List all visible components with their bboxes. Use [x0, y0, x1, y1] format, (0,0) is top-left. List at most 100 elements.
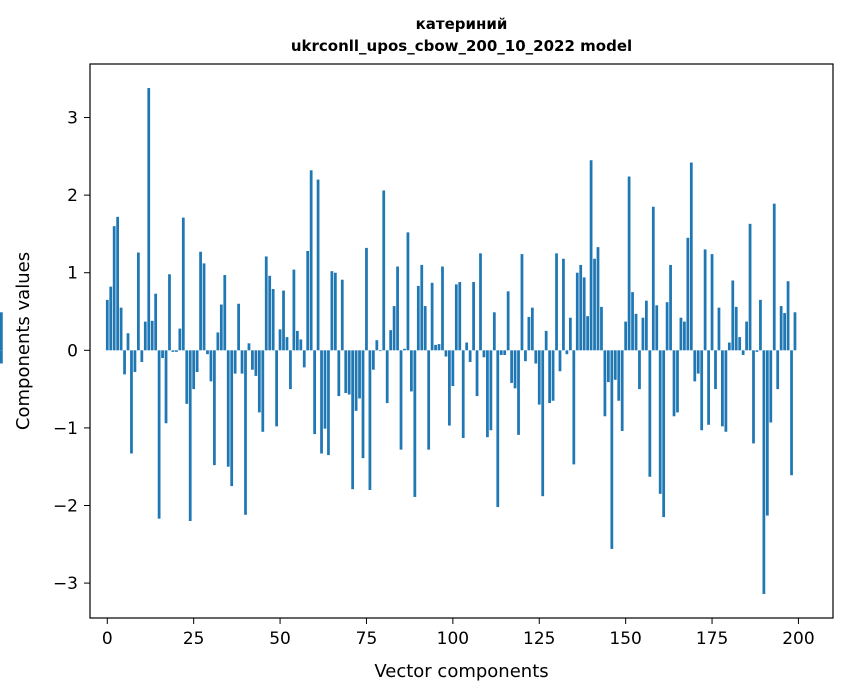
x-tick-label: 100 — [437, 629, 469, 649]
bar — [506, 291, 510, 351]
bar — [555, 253, 558, 351]
bar — [240, 350, 244, 374]
bar — [399, 350, 403, 450]
bar — [779, 306, 783, 351]
bar — [289, 350, 292, 390]
bar — [434, 344, 437, 351]
bar — [441, 266, 444, 351]
bar — [565, 350, 569, 355]
bar — [465, 342, 469, 351]
bar — [710, 254, 714, 351]
bar — [714, 350, 717, 390]
bar — [130, 350, 133, 454]
bar — [596, 247, 600, 351]
bar — [475, 350, 479, 397]
bar — [105, 299, 109, 351]
bar — [230, 350, 234, 487]
bar — [638, 350, 641, 390]
x-tick-label: 50 — [269, 629, 291, 649]
bar — [337, 350, 341, 397]
bar — [213, 350, 216, 466]
bar — [707, 350, 710, 425]
bar — [178, 328, 182, 351]
plot-frame — [89, 63, 834, 619]
bar — [299, 339, 303, 351]
bar — [444, 350, 448, 357]
bar — [406, 232, 410, 351]
bar — [244, 350, 247, 515]
bar — [738, 337, 742, 351]
bar — [658, 350, 662, 494]
bar — [586, 316, 590, 351]
bar — [354, 350, 358, 411]
bar — [264, 256, 268, 351]
bar — [416, 285, 420, 351]
bar — [285, 337, 289, 351]
y-tick-label: −2 — [53, 496, 78, 516]
bar — [140, 350, 144, 362]
y-tick-label: −1 — [53, 419, 78, 439]
bar — [541, 350, 545, 497]
bar — [206, 350, 209, 355]
bar — [340, 279, 344, 351]
bar — [468, 350, 472, 362]
bar — [143, 321, 147, 351]
bar — [306, 250, 310, 351]
bar — [313, 350, 317, 435]
bar — [403, 348, 406, 351]
bar — [181, 217, 185, 351]
bar — [112, 226, 116, 351]
bar — [741, 350, 745, 355]
bar — [679, 317, 683, 351]
y-tick-label: 1 — [67, 264, 78, 284]
bar — [503, 350, 507, 355]
bar — [672, 350, 676, 417]
bar — [527, 316, 531, 351]
bar — [727, 342, 731, 351]
bar — [382, 190, 386, 351]
bar — [786, 281, 790, 351]
bar — [430, 282, 434, 351]
bar — [530, 307, 534, 351]
bar — [192, 350, 196, 390]
bar — [347, 350, 351, 395]
bar — [171, 350, 175, 352]
bar — [358, 350, 361, 399]
bar — [613, 350, 617, 380]
bar — [517, 350, 520, 435]
bar — [199, 251, 202, 351]
bar — [524, 350, 527, 362]
bar — [772, 203, 776, 351]
bar — [544, 330, 548, 351]
bar — [620, 350, 624, 431]
bar — [776, 350, 780, 390]
y-tick-label: 3 — [67, 109, 78, 129]
bar — [492, 312, 496, 351]
bar — [292, 269, 296, 351]
bar — [448, 350, 451, 426]
bar — [257, 350, 261, 413]
bar — [593, 258, 596, 351]
bar — [769, 350, 773, 423]
bar — [185, 350, 189, 404]
bar — [610, 350, 614, 549]
bar — [375, 340, 379, 351]
bar — [759, 299, 762, 351]
bar — [451, 350, 455, 386]
bar — [783, 313, 786, 351]
bar — [268, 275, 272, 351]
bar — [641, 317, 645, 351]
bar — [327, 350, 330, 456]
bar — [371, 350, 375, 370]
bar — [634, 313, 638, 351]
bar — [651, 206, 655, 351]
bar — [534, 350, 538, 364]
bar — [261, 350, 265, 432]
bar — [333, 272, 337, 351]
bar — [226, 350, 230, 467]
bar — [793, 312, 797, 351]
bar — [752, 350, 755, 444]
bar — [655, 305, 659, 351]
bar — [119, 307, 123, 351]
